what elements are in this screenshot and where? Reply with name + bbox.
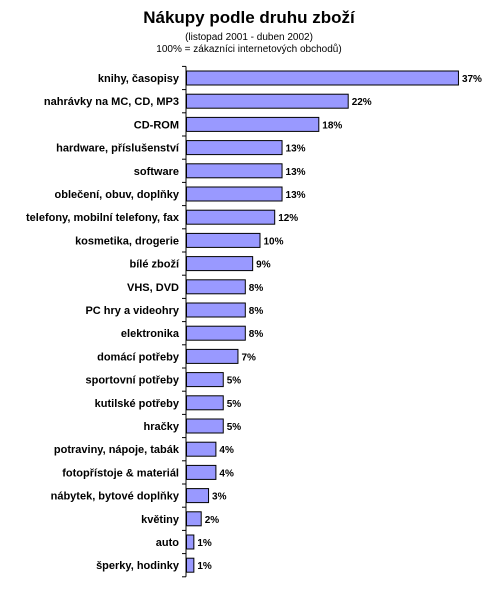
category-label: nábytek, bytové doplňky	[51, 491, 180, 503]
data-label: 3%	[212, 492, 227, 503]
data-label: 4%	[219, 468, 234, 479]
data-label: 9%	[256, 260, 271, 271]
bar	[186, 163, 283, 179]
bar	[186, 302, 246, 318]
category-label: hardware, příslušenství	[56, 143, 180, 155]
category-label: knihy, časopisy	[98, 73, 180, 85]
category-label: oblečení, obuv, doplňky	[55, 189, 180, 201]
chart-subtitle: (listopad 2001 - duben 2002)	[185, 32, 313, 43]
chart-title: Nákupy podle druhu zboží	[143, 8, 355, 27]
category-label: telefony, mobilní telefony, fax	[26, 212, 180, 224]
data-label: 7%	[241, 352, 256, 363]
bar	[186, 140, 283, 156]
category-label: elektronika	[121, 328, 180, 340]
bar	[186, 511, 202, 527]
category-label: domácí potřeby	[97, 351, 180, 363]
category-label: PC hry a videohry	[85, 305, 179, 317]
bar	[186, 186, 283, 202]
bar	[186, 348, 239, 364]
category-label: šperky, hodinky	[96, 560, 180, 572]
data-label: 5%	[227, 376, 242, 387]
bar	[186, 557, 195, 573]
bar	[186, 325, 246, 341]
data-label: 22%	[352, 97, 372, 108]
category-label: software	[134, 166, 179, 178]
bar	[186, 93, 349, 109]
data-label: 10%	[264, 236, 284, 247]
bar	[186, 256, 254, 272]
category-label: kutilské potřeby	[95, 398, 180, 410]
bar	[186, 279, 246, 295]
category-label: sportovní potřeby	[85, 375, 179, 387]
data-label: 1%	[197, 538, 212, 549]
bar	[186, 418, 224, 434]
data-label: 1%	[197, 561, 212, 572]
bar	[186, 441, 217, 457]
bar	[186, 209, 276, 225]
data-label: 5%	[227, 399, 242, 410]
bar	[186, 232, 261, 248]
category-label: květiny	[141, 514, 180, 526]
bar	[186, 464, 217, 480]
data-label: 13%	[286, 167, 306, 178]
category-label: auto	[156, 537, 180, 549]
data-label: 18%	[322, 120, 342, 131]
category-label: CD-ROM	[134, 119, 179, 131]
chart-subtitle-note: 100% = zákazníci internetových obchodů)	[156, 44, 342, 55]
category-label: bílé zboží	[130, 259, 180, 271]
data-label: 13%	[286, 190, 306, 201]
data-label: 8%	[249, 283, 264, 294]
data-label: 2%	[205, 515, 220, 526]
bar	[186, 116, 320, 132]
bar	[186, 70, 459, 86]
data-label: 5%	[227, 422, 242, 433]
category-label: nahrávky na MC, CD, MP3	[44, 96, 179, 108]
data-label: 37%	[462, 74, 482, 85]
data-label: 4%	[219, 445, 234, 456]
bar	[186, 488, 210, 504]
data-label: 12%	[278, 213, 298, 224]
category-label: fotopřístoje & materiál	[62, 467, 179, 479]
category-label: hračky	[144, 421, 180, 433]
category-label: kosmetika, drogerie	[75, 235, 179, 247]
bar	[186, 534, 195, 550]
category-label: VHS, DVD	[127, 282, 179, 294]
data-label: 8%	[249, 306, 264, 317]
data-label: 8%	[249, 329, 264, 340]
bar	[186, 372, 224, 388]
category-label: potraviny, nápoje, tabák	[54, 444, 180, 456]
data-label: 13%	[286, 144, 306, 155]
bar	[186, 395, 224, 411]
